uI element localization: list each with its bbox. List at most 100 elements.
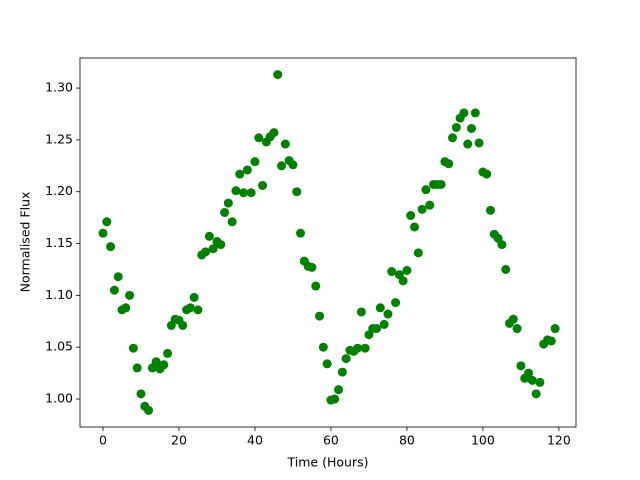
x-tick-label: 120: [547, 433, 571, 448]
point: [383, 309, 393, 319]
point: [144, 405, 154, 415]
point: [451, 122, 461, 132]
y-tick-label: 1.20: [45, 183, 73, 198]
point: [436, 179, 446, 189]
point: [535, 377, 545, 387]
point: [151, 357, 161, 367]
point: [216, 240, 226, 250]
point: [189, 292, 199, 302]
point: [387, 267, 397, 277]
point: [296, 228, 306, 238]
point: [121, 303, 131, 313]
point: [102, 217, 112, 227]
x-tick-label: 100: [471, 433, 495, 448]
point: [239, 188, 249, 198]
y-tick-label: 1.25: [45, 131, 73, 146]
point: [486, 205, 496, 215]
point: [208, 244, 218, 254]
point: [463, 139, 473, 149]
point: [311, 281, 321, 291]
point: [379, 319, 389, 329]
point: [128, 343, 138, 353]
point: [448, 133, 458, 143]
x-tick-label: 80: [399, 433, 415, 448]
point: [546, 336, 556, 346]
point: [356, 307, 366, 317]
point: [467, 123, 477, 133]
y-tick-label: 1.30: [45, 80, 73, 95]
x-tick-label: 0: [99, 433, 107, 448]
point: [227, 217, 237, 227]
point: [353, 343, 363, 353]
point: [98, 228, 108, 238]
point: [242, 165, 252, 175]
point: [246, 188, 256, 198]
point: [132, 363, 142, 373]
x-axis-label: Time (Hours): [287, 455, 369, 470]
point: [341, 354, 351, 364]
point: [109, 285, 119, 295]
point: [508, 314, 518, 324]
y-tick-label: 1.05: [45, 339, 73, 354]
point: [273, 70, 283, 80]
point: [269, 128, 279, 138]
point: [372, 324, 382, 334]
point: [406, 211, 416, 221]
point: [258, 180, 268, 190]
x-tick-label: 40: [247, 433, 263, 448]
point: [318, 342, 328, 352]
point: [163, 348, 173, 358]
point: [204, 231, 214, 241]
point: [375, 303, 385, 313]
y-axis-label: Normalised Flux: [18, 192, 33, 293]
point: [482, 169, 492, 179]
point: [425, 200, 435, 210]
point: [220, 207, 230, 217]
point: [288, 160, 298, 170]
point: [185, 303, 195, 313]
point: [531, 389, 541, 399]
point: [125, 290, 135, 300]
point: [402, 265, 412, 275]
point: [292, 187, 302, 197]
plot-frame: [79, 57, 577, 428]
point: [417, 204, 427, 214]
x-tick-label: 60: [323, 433, 339, 448]
point: [444, 159, 454, 169]
y-tick-label: 1.00: [45, 391, 73, 406]
point: [474, 138, 484, 148]
point: [307, 262, 317, 272]
point: [337, 367, 347, 377]
point: [470, 108, 480, 118]
point: [524, 368, 534, 378]
point: [391, 298, 401, 308]
point: [512, 324, 522, 334]
point: [235, 169, 245, 179]
point: [398, 276, 408, 286]
point: [360, 343, 370, 353]
point: [280, 139, 290, 149]
y-tick-label: 1.15: [45, 235, 73, 250]
point: [201, 247, 211, 257]
point: [277, 161, 287, 171]
point: [501, 264, 511, 274]
point: [527, 375, 537, 385]
point: [410, 222, 420, 232]
point: [421, 185, 431, 195]
point: [159, 360, 169, 370]
point: [250, 157, 260, 167]
point: [322, 359, 332, 369]
point: [330, 394, 340, 404]
point: [516, 361, 526, 371]
point: [223, 198, 233, 208]
point: [315, 311, 325, 321]
point: [334, 385, 344, 395]
point: [459, 108, 469, 118]
point: [254, 133, 264, 143]
x-tick-label: 20: [171, 433, 187, 448]
point: [178, 320, 188, 330]
y-tick-label: 1.10: [45, 287, 73, 302]
point: [113, 272, 123, 282]
